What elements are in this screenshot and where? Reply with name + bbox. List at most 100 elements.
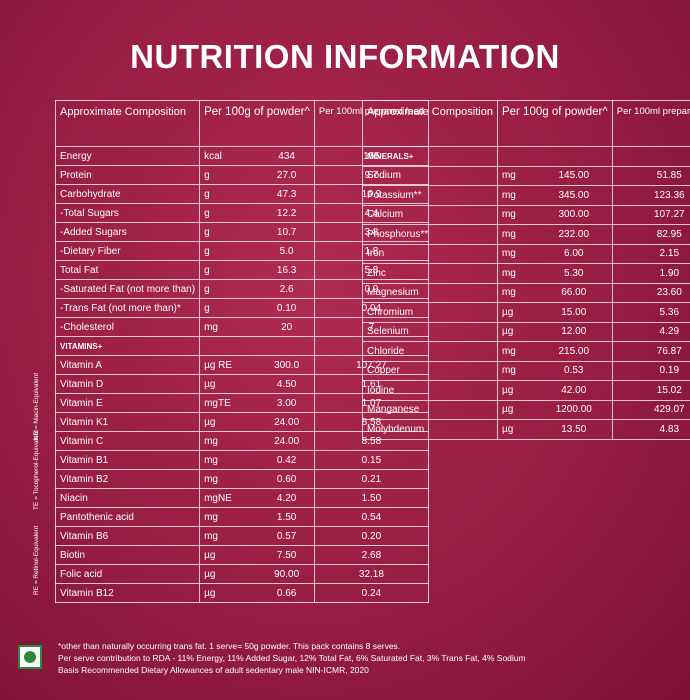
table-row: Sodium mg 145.00 51.85 <box>362 165 690 186</box>
per-100ml: 0.20 <box>313 526 429 546</box>
per-100g: 4.50 <box>259 374 315 394</box>
nutrient-name: Manganese <box>362 399 498 420</box>
nutrient-name: Niacin <box>54 488 201 508</box>
per-100g: 47.3 <box>259 184 315 204</box>
per-100ml: 82.95 <box>611 224 690 245</box>
unit: mg <box>496 263 536 284</box>
unit: µg <box>496 419 536 440</box>
nutrient-name: Magnesium <box>362 282 498 303</box>
per-100ml: 4.83 <box>611 419 690 440</box>
nutrient-name: Vitamin B2 <box>54 469 201 489</box>
nutrient-name: Potassium** <box>362 185 498 206</box>
unit: mg <box>496 165 536 186</box>
footnote: Per serve contribution to RDA - 11% Ener… <box>58 653 526 663</box>
unit: µg <box>496 380 536 401</box>
per-100ml: 4.29 <box>611 321 690 342</box>
table-row: MINERALS+ <box>362 146 690 167</box>
table-row: Vitamin B6 mg 0.57 0.20 <box>54 526 429 546</box>
nutrient-name: Pantothenic acid <box>54 507 201 527</box>
nutrient-name: -Total Sugars <box>54 203 201 223</box>
per-100g: 0.10 <box>259 298 315 318</box>
per-100g: 15.00 <box>535 302 613 323</box>
cell <box>496 146 613 167</box>
per-100ml: 1.50 <box>313 488 429 508</box>
cell <box>611 146 690 167</box>
per-100g: 13.50 <box>535 419 613 440</box>
nutrient-name: Zinc <box>362 263 498 284</box>
per-100g: 300.00 <box>535 204 613 225</box>
per-100g: 4.20 <box>259 488 315 508</box>
per-100ml: 76.87 <box>611 341 690 362</box>
per-100g: 66.00 <box>535 282 613 303</box>
footnote: *other than naturally occurring trans fa… <box>58 641 401 651</box>
unit: mg <box>199 317 260 337</box>
table-row: Iron mg 6.00 2.15 <box>362 243 690 264</box>
per-100ml: 107.27 <box>611 204 690 225</box>
unit: g <box>199 279 260 299</box>
per-100g: 145.00 <box>535 165 613 186</box>
per-100g: 2.6 <box>259 279 315 299</box>
nutrient-name: Iron <box>362 243 498 264</box>
table-row: Calcium mg 300.00 107.27 <box>362 204 690 225</box>
unit: µg <box>199 583 260 603</box>
unit: mg <box>496 204 536 225</box>
nutrient-name: Chromium <box>362 302 498 323</box>
nutrient-name: Copper <box>362 360 498 381</box>
per-100g: 1200.00 <box>535 399 613 420</box>
nutrient-name: Iodine <box>362 380 498 401</box>
right-table: Approximate Composition Per 100g of powde… <box>362 100 690 440</box>
header-cell: Approximate Composition <box>362 100 498 147</box>
table-row: Molybdenum µg 13.50 4.83 <box>362 419 690 440</box>
nutrient-name: -Cholesterol <box>54 317 201 337</box>
unit: mg <box>199 526 260 546</box>
nutrient-name: Calcium <box>362 204 498 225</box>
per-100ml: 32.18 <box>313 564 429 584</box>
per-100g: 20 <box>259 317 315 337</box>
header-row: Approximate Composition Per 100g of powde… <box>362 100 690 147</box>
per-100ml: 0.15 <box>313 450 429 470</box>
per-100ml: 0.21 <box>313 469 429 489</box>
per-100g: 3.00 <box>259 393 315 413</box>
per-100ml: 15.02 <box>611 380 690 401</box>
unit: mg <box>496 185 536 206</box>
nutrient-name: -Dietary Fiber <box>54 241 201 261</box>
per-100g: 300.0 <box>259 355 315 375</box>
unit: µg <box>496 302 536 323</box>
table-row: Niacin mgNE 4.20 1.50 <box>54 488 429 508</box>
unit: g <box>199 165 260 185</box>
per-100g: 5.0 <box>259 241 315 261</box>
per-100ml: 0.24 <box>313 583 429 603</box>
per-100g: 0.53 <box>535 360 613 381</box>
table-row: Magnesium mg 66.00 23.60 <box>362 282 690 303</box>
unit: kcal <box>199 146 260 166</box>
per-100g: 24.00 <box>259 412 315 432</box>
per-100g: 0.66 <box>259 583 315 603</box>
per-100g: 345.00 <box>535 185 613 206</box>
per-100g: 215.00 <box>535 341 613 362</box>
unit: mg <box>199 507 260 527</box>
table-head: Approximate Composition Per 100g of powde… <box>362 100 690 147</box>
veg-symbol <box>18 645 42 669</box>
per-100g: 1.50 <box>259 507 315 527</box>
nutrient-name: Vitamin C <box>54 431 201 451</box>
nutrient-name: Total Fat <box>54 260 201 280</box>
nutrient-name: Selenium <box>362 321 498 342</box>
nutrient-name: Chloride <box>362 341 498 362</box>
per-100g: 0.57 <box>259 526 315 546</box>
header-cell: Per 100g of powder^ <box>496 100 613 147</box>
unit: µg <box>199 374 260 394</box>
per-100ml: 123.36 <box>611 185 690 206</box>
nutrient-name: Vitamin B6 <box>54 526 201 546</box>
nutrient-name: Vitamin D <box>54 374 201 394</box>
table-row: Chloride mg 215.00 76.87 <box>362 341 690 362</box>
per-100g: 16.3 <box>259 260 315 280</box>
nutrient-name: Sodium <box>362 165 498 186</box>
per-100g: 24.00 <box>259 431 315 451</box>
unit: mg <box>496 360 536 381</box>
title: NUTRITION INFORMATION <box>130 38 560 75</box>
per-100ml: 2.68 <box>313 545 429 565</box>
nutrient-name: Protein <box>54 165 201 185</box>
table-row: Vitamin B12 µg 0.66 0.24 <box>54 583 429 603</box>
nutrient-name: Molybdenum <box>362 419 498 440</box>
